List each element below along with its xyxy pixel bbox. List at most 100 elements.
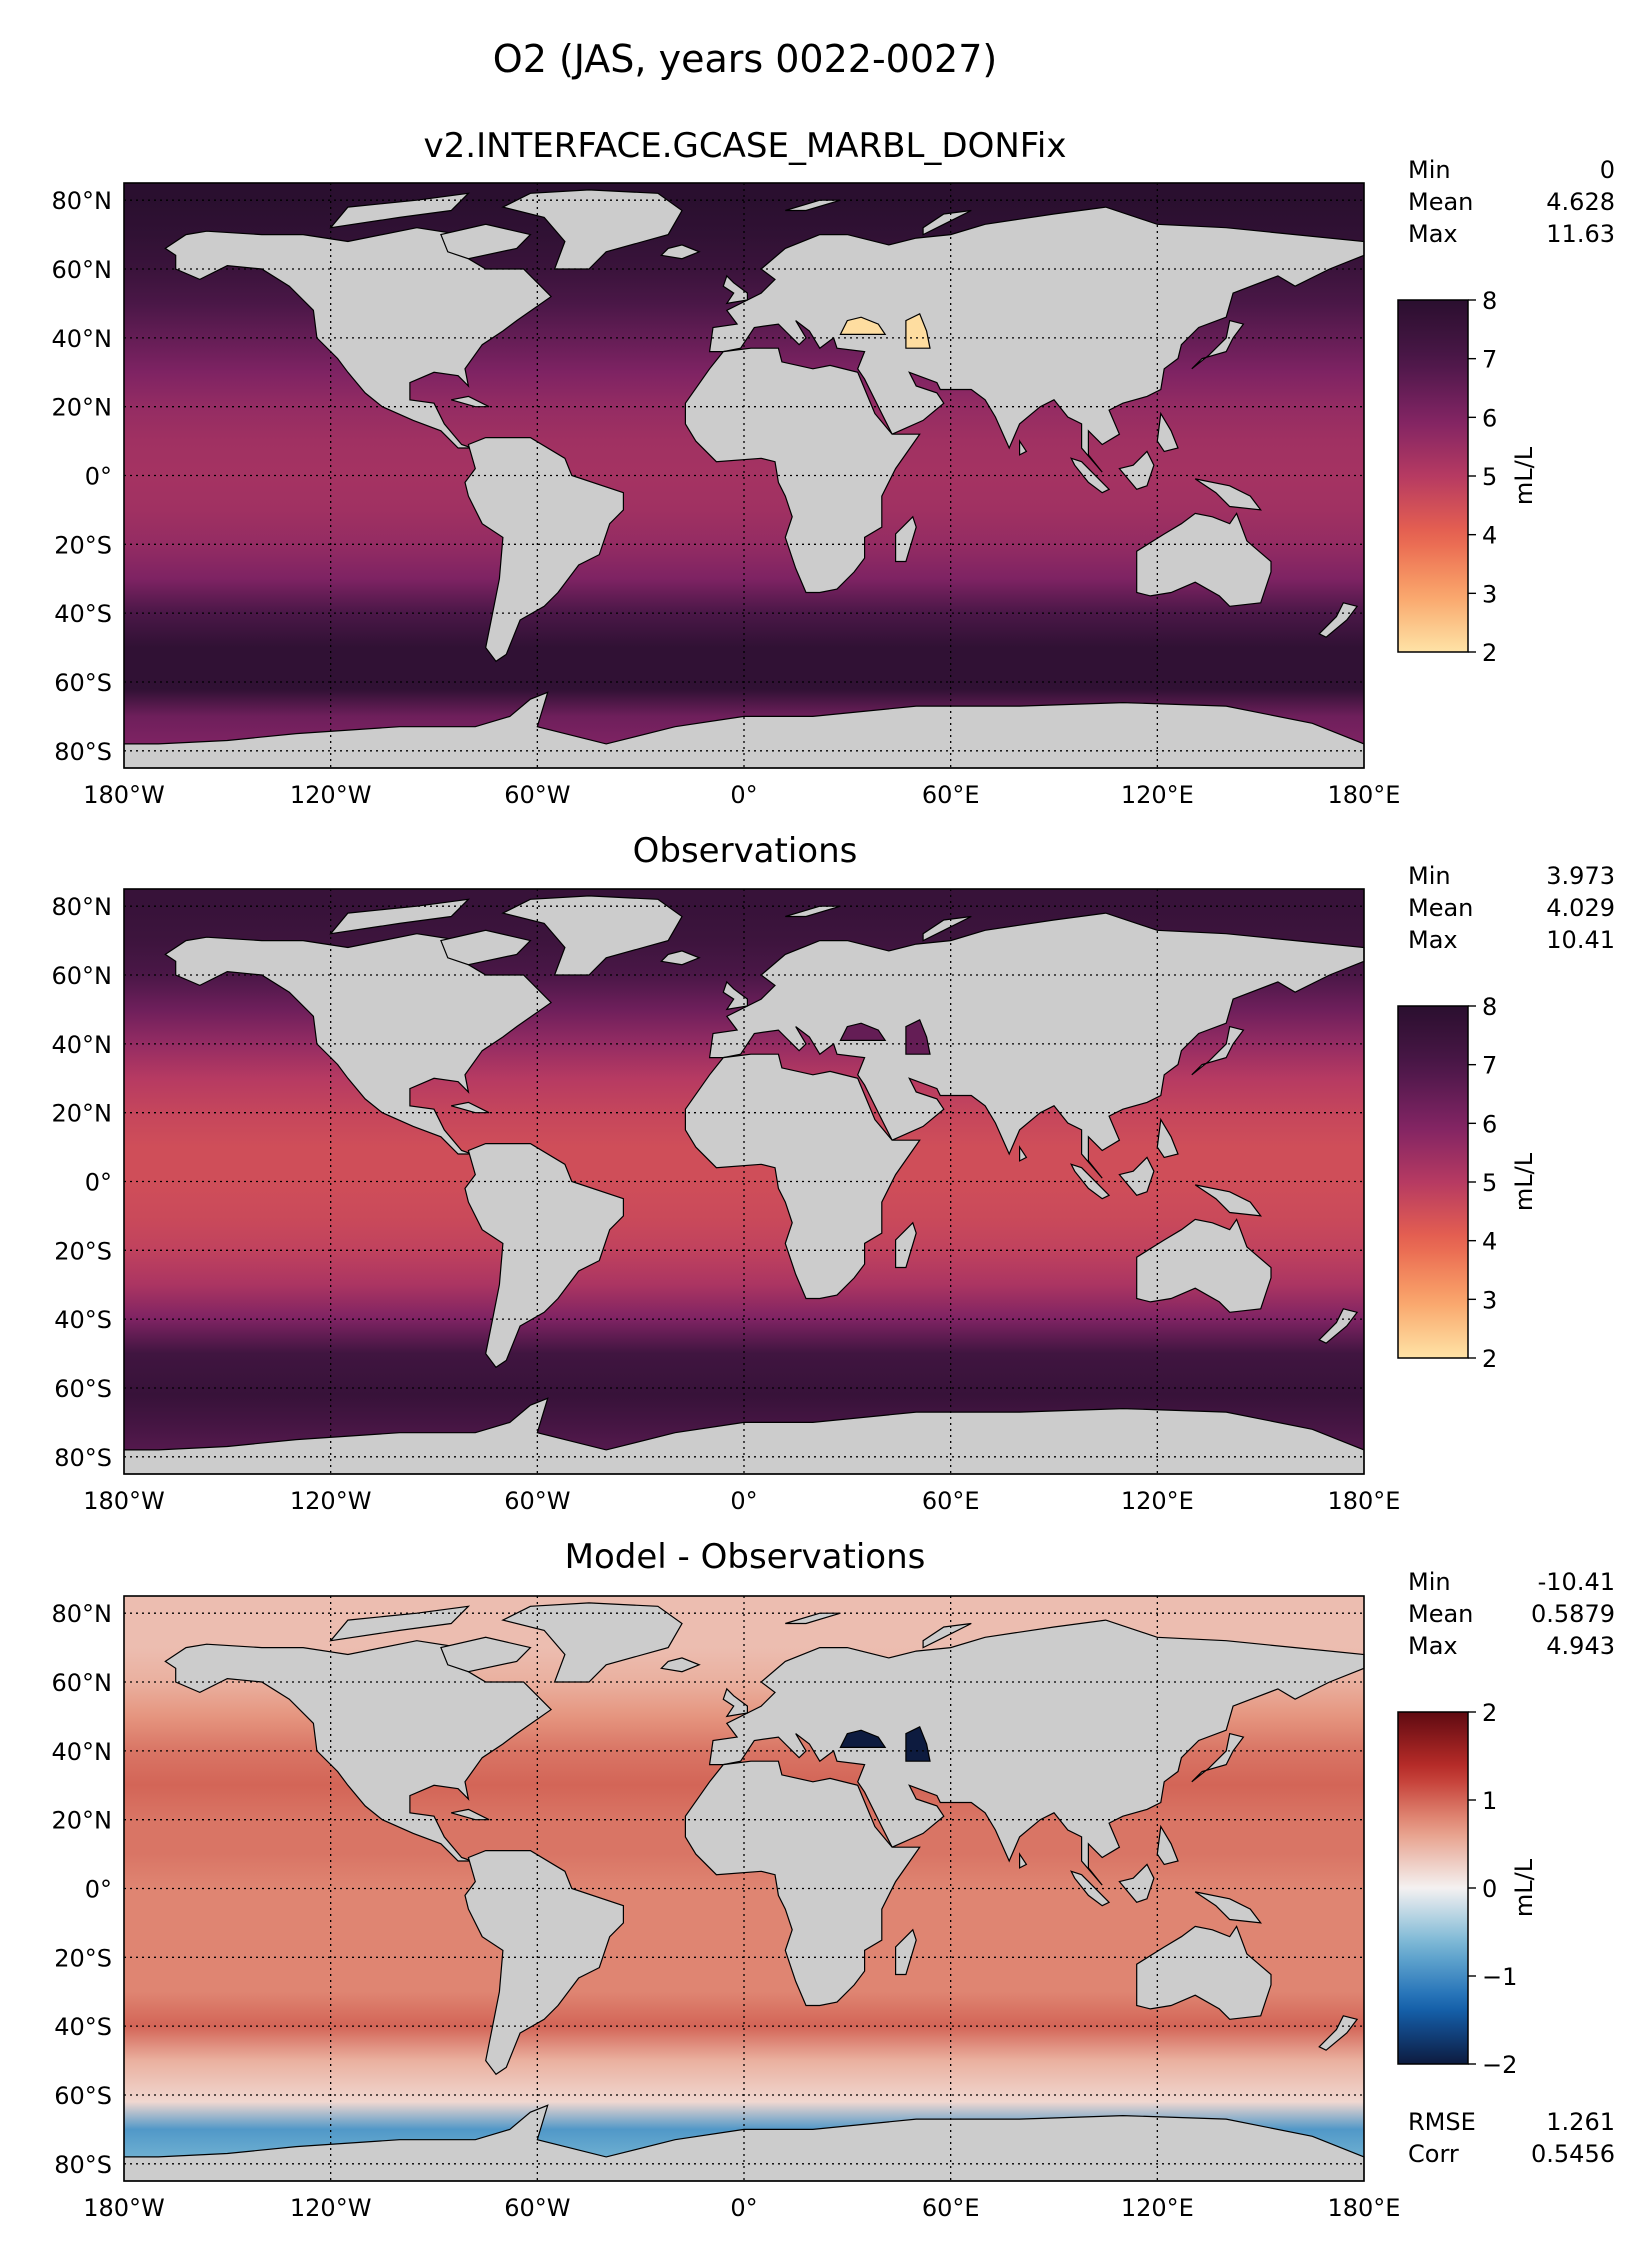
panel-difference: Model - Observations 80°N 60°N 40°N 20°N 0° 2… xyxy=(52,1537,1616,2222)
colorbar: 2 3 4 5 6 7 8 mL/L xyxy=(1397,287,1538,667)
stat-value-max: 10.41 xyxy=(1546,926,1615,954)
stat-value-mean: 4.628 xyxy=(1546,188,1615,216)
stat-label-max: Max xyxy=(1408,220,1458,248)
colorbar-scale xyxy=(1397,1711,1469,2065)
lon-tick-label: 180°E xyxy=(1328,1487,1401,1515)
colorbar-tick-label: 3 xyxy=(1482,580,1497,608)
colorbar-scale xyxy=(1397,299,1469,653)
lat-tick-label: 20°N xyxy=(52,1807,113,1835)
landmass-greenland xyxy=(501,1602,683,1683)
landmass-cuba xyxy=(451,1101,490,1114)
landmass-philippines xyxy=(1156,411,1179,453)
stat-value-max: 11.63 xyxy=(1546,220,1615,248)
colorbar-tick-label: 1 xyxy=(1482,1787,1497,1815)
stat-label-mean: Mean xyxy=(1408,1600,1473,1628)
lat-tick-label: 20°S xyxy=(54,1944,112,1972)
colorbar: 2 3 4 5 6 7 8 mL/L xyxy=(1397,993,1538,1373)
lat-tick-label: 60°N xyxy=(52,256,113,284)
stats-box: Min 0 Mean 4.628 Max 11.63 xyxy=(1408,156,1615,248)
landmass-arctic-islands xyxy=(329,1605,471,1642)
colorbar-tick-label: −2 xyxy=(1482,2051,1517,2079)
lon-tick-label: 60°W xyxy=(504,2194,570,2222)
lon-tick-label: 60°E xyxy=(922,2194,980,2222)
stat-label-mean: Mean xyxy=(1408,188,1473,216)
lat-tick-label: 40°N xyxy=(52,1031,113,1059)
landmass-japan xyxy=(1191,1732,1245,1783)
lon-tick-label: 120°E xyxy=(1121,2194,1194,2222)
map: 80°N 60°N 40°N 20°N 0° 20°S 40°S 60°S 80°S 180°W 1… xyxy=(52,182,1401,809)
landmass-japan xyxy=(1191,1025,1245,1076)
landmass-borneo xyxy=(1118,450,1155,491)
lat-tick-label: 20°N xyxy=(52,394,113,422)
stat-label-corr: Corr xyxy=(1408,2140,1459,2168)
colorbar-tick-label: 3 xyxy=(1482,1286,1497,1314)
landmass-australia xyxy=(1136,512,1272,607)
landmass-new-zealand xyxy=(1318,1308,1359,1344)
lat-tick-label: 40°N xyxy=(52,1738,113,1766)
lat-tick-label: 40°S xyxy=(54,2013,112,2041)
landmass-novaya-zemlya xyxy=(922,209,972,236)
lon-tick-label: 120°W xyxy=(290,2194,372,2222)
landmass-borneo xyxy=(1118,1156,1155,1197)
stat-value-mean: 4.029 xyxy=(1546,894,1615,922)
lon-tick-label: 180°W xyxy=(83,2194,165,2222)
colorbar-tick-label: 4 xyxy=(1482,1228,1497,1256)
landmass-new-zealand xyxy=(1318,2015,1359,2051)
stat-value-min: -10.41 xyxy=(1538,1568,1615,1596)
stat-label-mean: Mean xyxy=(1408,894,1473,922)
landmass-madagascar xyxy=(894,1221,917,1269)
landmass-sri-lanka xyxy=(1018,1145,1028,1162)
colorbar-scale xyxy=(1397,1005,1469,1359)
landmass-svalbard xyxy=(785,905,841,918)
map-frame xyxy=(123,1595,1365,2182)
landmass-arctic-islands xyxy=(329,192,471,229)
lat-tick-label: 60°N xyxy=(52,1669,113,1697)
lat-tick-label: 0° xyxy=(85,1876,112,1904)
colorbar-tick-label: 5 xyxy=(1482,463,1497,491)
panel-model: v2.INTERFACE.GCASE_MARBL_DONFix 80°N 60°N… xyxy=(52,126,1616,809)
landmass-greenland xyxy=(501,189,683,270)
lon-tick-label: 120°W xyxy=(290,1487,372,1515)
landmass-africa xyxy=(684,1760,921,2007)
lon-tick-label: 60°E xyxy=(922,1487,980,1515)
lon-tick-label: 180°E xyxy=(1328,2194,1401,2222)
landmass-baffin xyxy=(440,929,532,966)
landmass-arctic-islands xyxy=(329,898,471,935)
landmass-iceland xyxy=(660,1657,701,1673)
stat-value-mean: 0.5879 xyxy=(1531,1600,1615,1628)
landmass-britain xyxy=(722,980,749,1011)
colorbar-tick-label: 8 xyxy=(1482,993,1497,1021)
lat-tick-label: 60°S xyxy=(54,669,112,697)
lat-tick-label: 80°S xyxy=(54,1444,112,1472)
colorbar-tick-label: 7 xyxy=(1482,1052,1497,1080)
lat-tick-label: 0° xyxy=(85,1169,112,1197)
lon-tick-label: 180°E xyxy=(1328,781,1401,809)
colorbar-tick-label: 6 xyxy=(1482,404,1497,432)
landmass-sri-lanka xyxy=(1018,439,1028,456)
landmass-novaya-zemlya xyxy=(922,1622,972,1649)
stat-value-corr: 0.5456 xyxy=(1531,2140,1615,2168)
stat-label-min: Min xyxy=(1408,862,1451,890)
lat-tick-label: 40°S xyxy=(54,600,112,628)
landmass-iceland xyxy=(660,950,701,966)
map: 80°N 60°N 40°N 20°N 0° 20°S 40°S 60°S 80°S 180°W 1… xyxy=(52,1595,1401,2222)
colorbar-tick-label: 6 xyxy=(1482,1110,1497,1138)
lat-tick-label: 60°S xyxy=(54,1375,112,1403)
colorbar: −2 −1 0 1 2 mL/L xyxy=(1397,1699,1538,2079)
lon-tick-label: 120°W xyxy=(290,781,372,809)
landmass-black-sea xyxy=(839,1729,887,1749)
landmass-japan xyxy=(1191,319,1245,370)
landmass-africa xyxy=(684,1053,921,1300)
landmass-caspian-sea xyxy=(905,1018,931,1055)
landmass-eurasia xyxy=(708,1619,1365,1886)
landmass-greenland xyxy=(501,895,683,976)
landmass-south-america xyxy=(464,1142,625,1369)
landmass-novaya-zemlya xyxy=(922,915,972,942)
lon-tick-label: 180°W xyxy=(83,781,165,809)
landmass-philippines xyxy=(1156,1824,1179,1866)
stats-box: Min 3.973 Mean 4.029 Max 10.41 xyxy=(1408,862,1615,954)
colorbar-label: mL/L xyxy=(1510,1152,1538,1211)
colorbar-label: mL/L xyxy=(1510,446,1538,505)
panel-title: v2.INTERFACE.GCASE_MARBL_DONFix xyxy=(424,126,1067,166)
